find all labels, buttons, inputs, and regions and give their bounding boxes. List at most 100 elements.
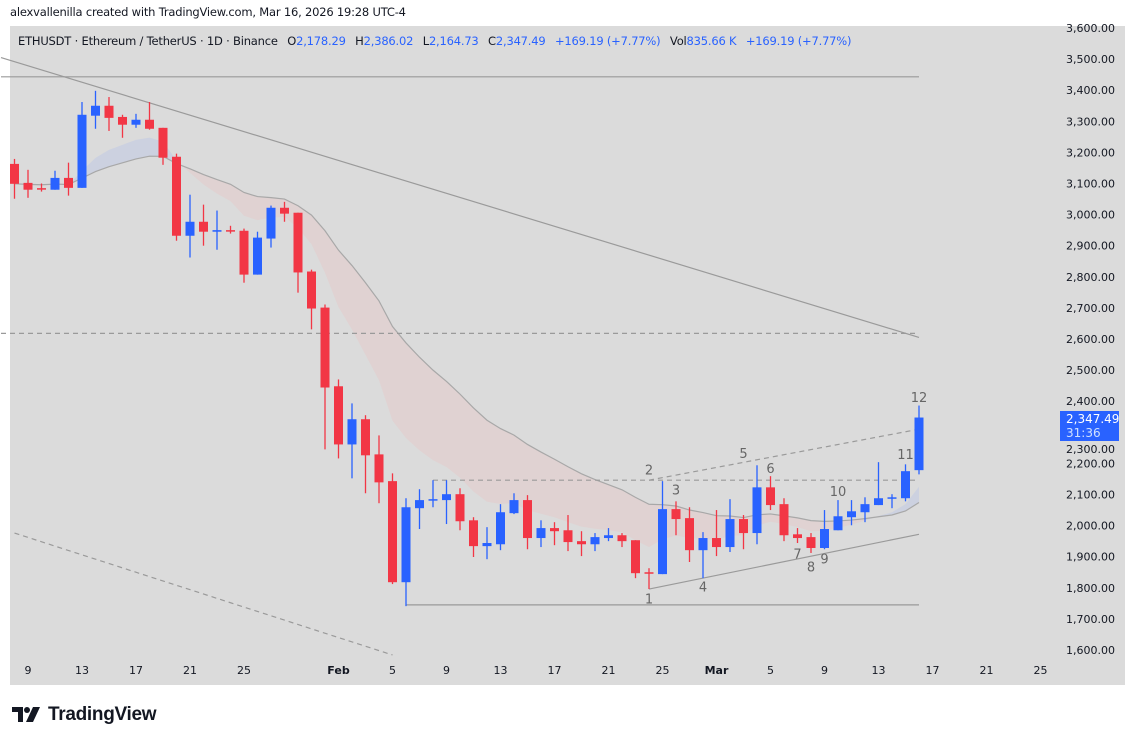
candle-body <box>131 119 141 125</box>
ema-ribbon-segment <box>419 357 433 461</box>
ema-ribbon-segment <box>554 459 568 523</box>
candle <box>793 528 802 544</box>
time-axis[interactable]: 9 13 17 21 25 Feb 5 9 13 17 21 25 Mar 5 9 13 17 21 25 <box>25 664 1048 677</box>
symbol-info[interactable]: ETHUSDT · Ethereum / TetherUS · 1D · Bin… <box>18 34 278 48</box>
rising-support-trendline <box>648 533 920 590</box>
candle <box>671 501 681 536</box>
candle-body <box>496 512 505 545</box>
time-tick-label: 17 <box>926 664 940 677</box>
candle <box>145 102 154 130</box>
candle <box>550 522 559 546</box>
candle <box>752 465 762 545</box>
candle <box>779 498 789 542</box>
candle <box>496 504 505 551</box>
ema-ribbon-segment <box>500 428 514 504</box>
candle <box>415 489 424 530</box>
candle-body <box>280 207 289 214</box>
ema-ribbon-segment <box>352 265 366 355</box>
candle-body <box>307 271 316 309</box>
candle <box>806 533 816 553</box>
price-tick-label: 1,800.00 <box>1066 582 1115 595</box>
price-tick-label: 2,000.00 <box>1066 520 1115 533</box>
candle-body <box>509 500 519 514</box>
candle <box>685 507 694 562</box>
ema-ribbon-segment <box>136 137 150 159</box>
price-tick-label: 2,600.00 <box>1066 333 1115 346</box>
candle-body <box>685 518 694 551</box>
price-tick-label: 3,000.00 <box>1066 209 1115 222</box>
candle <box>469 517 478 558</box>
candle <box>77 102 87 188</box>
candle <box>442 480 451 525</box>
wave-label-6: 6 <box>766 462 774 477</box>
time-tick-label: 25 <box>656 664 670 677</box>
candle-body <box>347 419 357 445</box>
tradingview-logo[interactable]: TradingView <box>12 704 157 726</box>
candle-body <box>266 207 276 239</box>
candle <box>361 415 370 494</box>
ema-ribbon-segment <box>338 250 352 330</box>
tradingview-logo-icon <box>12 707 40 722</box>
candle <box>226 225 235 234</box>
candle-body <box>604 535 613 539</box>
candle-body <box>766 487 775 506</box>
ema-ribbon-segment <box>635 497 649 547</box>
ema-ribbon-segment <box>203 174 217 194</box>
chart-pane[interactable] <box>10 26 1125 685</box>
ema-ribbon-segment <box>905 486 919 511</box>
candle-body <box>820 529 829 548</box>
candles <box>10 90 924 607</box>
candle-body <box>91 105 100 116</box>
close-label: C <box>488 34 496 48</box>
candle <box>320 304 330 450</box>
candle-body <box>172 156 181 236</box>
candle-body <box>550 528 559 532</box>
price-axis[interactable]: 3,600.00 3,500.00 3,400.00 3,300.00 3,200.00… <box>1066 22 1115 657</box>
candle-body <box>779 504 789 536</box>
candle-body <box>185 221 195 236</box>
candle <box>563 515 573 552</box>
candle <box>401 498 411 607</box>
candle-body <box>887 497 897 499</box>
time-tick-label: Feb <box>327 664 350 677</box>
wave-label-1: 1 <box>645 592 653 607</box>
wave-label-3: 3 <box>672 484 680 499</box>
candle-body <box>239 230 249 275</box>
ema-ribbon-segment <box>878 512 892 517</box>
ema-ribbon-segment <box>433 370 447 467</box>
candle-body <box>712 538 721 548</box>
lower-dashed-trendline <box>14 532 393 656</box>
candle-body <box>725 519 735 548</box>
candle-body <box>577 541 586 545</box>
ema-ribbon-segment <box>230 184 244 216</box>
low-label: L <box>422 34 429 48</box>
candle <box>482 527 492 560</box>
candle-body <box>442 494 451 501</box>
volume-label: Vol <box>669 34 687 48</box>
candle <box>374 435 384 504</box>
high-value: 2,386.02 <box>363 34 414 48</box>
price-tick-label: 2,700.00 <box>1066 302 1115 315</box>
symbol-legend: ETHUSDT · Ethereum / TetherUS · 1D · Bin… <box>18 34 852 48</box>
wave-label-5: 5 <box>739 447 747 462</box>
price-tick-label: 2,400.00 <box>1066 395 1115 408</box>
candle-body <box>847 511 856 518</box>
ema-ribbon-segment <box>190 168 204 185</box>
price-tick-label: 3,200.00 <box>1066 146 1115 159</box>
ema-ribbon-segment <box>514 435 528 511</box>
ema-ribbon-segment <box>392 326 406 438</box>
candle <box>158 127 168 165</box>
ema-ribbon <box>14 137 920 547</box>
candle-body <box>158 127 168 158</box>
ema-ribbon-segment <box>244 192 258 221</box>
candle <box>698 532 708 579</box>
time-tick-label: 13 <box>75 664 89 677</box>
ema-ribbon-segment <box>568 466 582 527</box>
candle-body <box>10 163 19 184</box>
wave-label-10: 10 <box>830 485 847 500</box>
time-tick-label: 13 <box>872 664 886 677</box>
candle-body <box>23 182 33 190</box>
candle <box>104 97 114 131</box>
ema-ribbon-segment <box>703 512 717 541</box>
